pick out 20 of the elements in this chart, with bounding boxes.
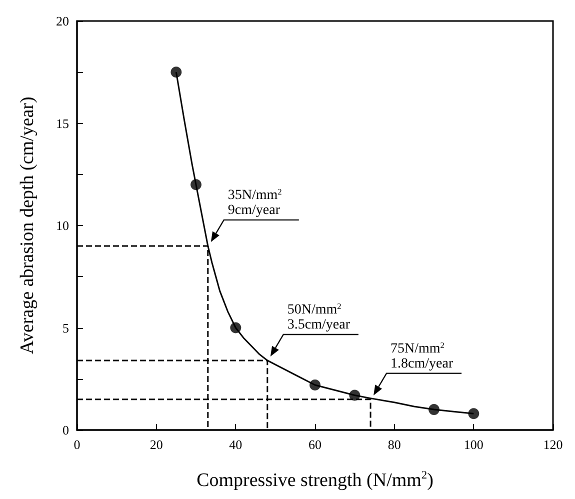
point: [230, 322, 242, 334]
x-tick-label: 40: [229, 437, 242, 452]
y-axis-title: Average abrasion depth (cm/year): [17, 96, 38, 354]
x-tick-label: 20: [150, 437, 163, 452]
point: [349, 390, 360, 401]
x-tick-label: 100: [464, 437, 484, 452]
y-tick-label: 0: [62, 422, 69, 438]
y-tick-label: 15: [56, 116, 69, 131]
point: [468, 408, 480, 420]
x-tick-label: 60: [308, 437, 322, 452]
x-tick-label: 80: [388, 437, 401, 452]
x-tick-label: 0: [74, 437, 80, 452]
point: [428, 404, 440, 416]
y-tick-label: 20: [56, 14, 69, 28]
y-tick-label: 5: [62, 320, 69, 336]
point: [170, 66, 182, 78]
point: [310, 380, 320, 391]
point: [190, 179, 202, 190]
x-tick-label: 120: [543, 437, 563, 452]
y-tick-label: 10: [56, 218, 69, 233]
